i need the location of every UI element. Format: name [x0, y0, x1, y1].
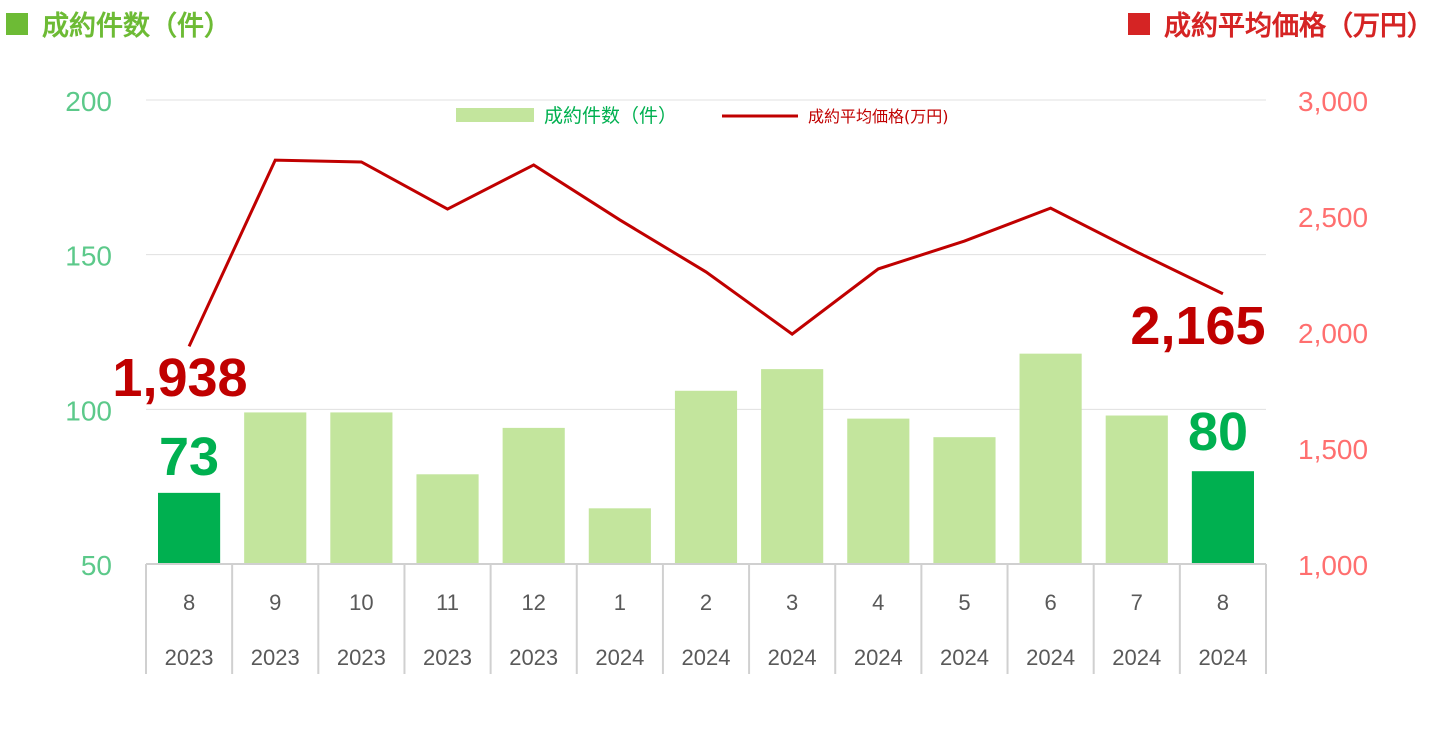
- green-square-icon: [6, 12, 28, 35]
- first-bar-label: 73: [159, 427, 219, 487]
- right-tick-label: 2,500: [1298, 202, 1368, 233]
- x-tick-month: 1: [614, 590, 626, 615]
- legend-bar-label: 成約件数（件）: [544, 105, 677, 127]
- x-tick-month: 8: [1217, 590, 1229, 615]
- x-tick-month: 7: [1131, 590, 1143, 615]
- left-tick-label: 150: [65, 241, 112, 272]
- red-square-icon: [1128, 12, 1150, 35]
- x-tick-year: 2023: [165, 645, 214, 670]
- price-line: [187, 158, 1224, 348]
- x-tick-year: 2024: [1112, 645, 1161, 670]
- bar: [674, 390, 738, 564]
- bar: [1105, 415, 1168, 564]
- bar: [588, 508, 651, 564]
- x-tick-month: 4: [872, 590, 884, 615]
- x-tick-month: 5: [958, 590, 970, 615]
- x-tick-month: 10: [349, 590, 373, 615]
- x-tick-year: 2024: [1198, 645, 1247, 670]
- x-tick-year: 2024: [854, 645, 903, 670]
- x-tick-year: 2024: [595, 645, 644, 670]
- x-tick-year: 2024: [940, 645, 989, 670]
- x-tick-month: 11: [436, 590, 459, 615]
- right-axis-title: 成約平均価格（万円）: [1128, 4, 1434, 43]
- x-tick-year: 2023: [251, 645, 300, 670]
- bar: [330, 412, 393, 564]
- left-tick-label: 200: [65, 86, 112, 117]
- left-tick-label: 50: [81, 550, 112, 581]
- x-tick-month: 8: [183, 590, 195, 615]
- x-tick-month: 12: [521, 590, 545, 615]
- x-tick-year: 2023: [423, 645, 472, 670]
- x-tick-month: 9: [269, 590, 281, 615]
- bar: [1019, 353, 1082, 564]
- right-tick-label: 3,000: [1298, 86, 1368, 117]
- bar: [761, 369, 824, 564]
- bar: [847, 418, 910, 564]
- bar: [502, 427, 565, 564]
- right-title-text: 成約平均価格（万円）: [1164, 11, 1434, 42]
- bar: [1191, 471, 1254, 564]
- x-tick-month: 3: [786, 590, 798, 615]
- left-tick-label: 100: [65, 395, 112, 426]
- right-tick-label: 2,000: [1298, 318, 1368, 349]
- x-tick-year: 2023: [509, 645, 558, 670]
- bar: [416, 474, 479, 564]
- last-line-label: 2,165: [1130, 296, 1265, 356]
- bar: [244, 412, 307, 564]
- legend-bar-swatch: [456, 108, 534, 122]
- legend-line-label: 成約平均価格(万円): [808, 107, 949, 126]
- x-tick-month: 6: [1044, 590, 1056, 615]
- x-tick-year: 2024: [1026, 645, 1075, 670]
- left-axis-title: 成約件数（件）: [6, 4, 231, 43]
- right-tick-label: 1,000: [1298, 550, 1368, 581]
- last-bar-label: 80: [1188, 402, 1248, 462]
- x-tick-year: 2024: [768, 645, 817, 670]
- x-tick-year: 2023: [337, 645, 386, 670]
- right-tick-label: 1,500: [1298, 434, 1368, 465]
- bar: [933, 437, 996, 564]
- bar: [158, 492, 221, 564]
- left-title-text: 成約件数（件）: [42, 11, 231, 42]
- first-line-label: 1,938: [112, 348, 247, 408]
- x-tick-month: 2: [700, 590, 712, 615]
- x-tick-year: 2024: [682, 645, 731, 670]
